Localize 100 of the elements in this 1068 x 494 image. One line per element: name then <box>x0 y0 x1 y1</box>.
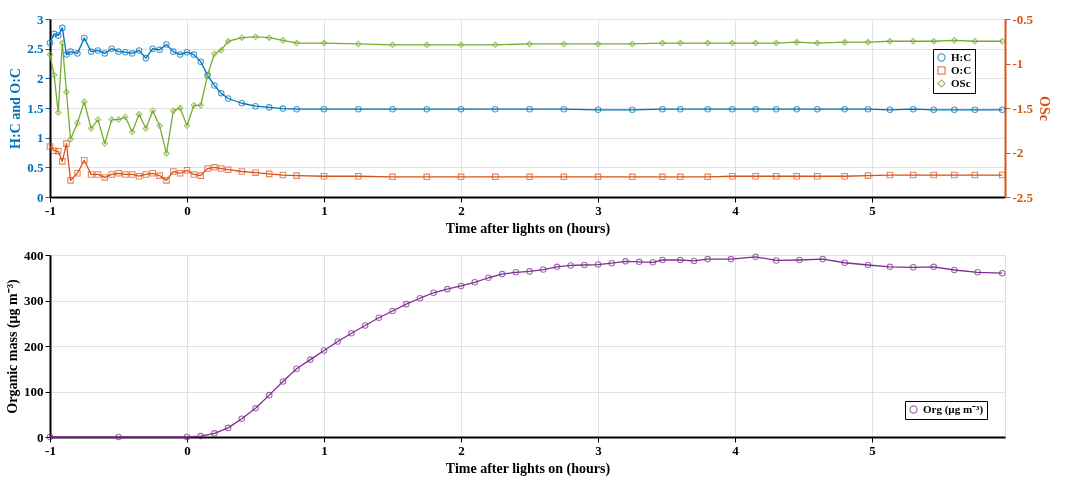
point <box>197 172 205 179</box>
point <box>94 116 102 123</box>
point <box>80 156 88 164</box>
point <box>796 256 803 264</box>
point <box>87 171 95 178</box>
point <box>54 109 62 116</box>
point <box>909 171 917 179</box>
point <box>142 125 150 132</box>
point <box>704 105 711 113</box>
y2-tick-label: -1.5 <box>1012 100 1034 116</box>
y-tick-label: 2.5 <box>27 41 44 57</box>
point <box>59 39 66 47</box>
point <box>320 39 328 47</box>
point <box>886 263 894 271</box>
point <box>80 98 88 106</box>
y2-axis-title: OSc <box>1037 96 1053 121</box>
x-tick-label: 5 <box>869 202 877 218</box>
point <box>772 172 780 180</box>
x-tick-label: 0 <box>184 442 191 458</box>
x-tick-label: -1 <box>45 442 56 458</box>
point <box>974 269 981 276</box>
point <box>197 58 205 65</box>
point <box>998 37 1006 45</box>
x-tick-label: 4 <box>732 202 740 218</box>
point <box>279 171 287 179</box>
point <box>190 171 198 178</box>
point <box>676 39 684 47</box>
point <box>676 105 684 113</box>
x-tick-label: 2 <box>458 442 465 458</box>
point <box>108 171 115 178</box>
point <box>142 54 150 62</box>
point <box>122 48 129 56</box>
y2-tick-label: -0.5 <box>1012 11 1034 27</box>
point <box>389 173 396 181</box>
point <box>80 34 88 42</box>
point <box>238 34 246 41</box>
point <box>971 106 979 114</box>
point <box>122 113 129 121</box>
point <box>814 172 821 180</box>
point <box>59 24 66 32</box>
legend-label: OSc <box>951 76 971 89</box>
x-tick-label: 4 <box>732 442 740 458</box>
point <box>471 279 479 286</box>
x-tick-label: 5 <box>869 442 877 458</box>
point <box>727 255 735 263</box>
point <box>526 105 533 113</box>
point <box>560 105 568 113</box>
y-tick-label: 0 <box>37 189 44 205</box>
point <box>375 314 383 322</box>
x-tick-label: 2 <box>458 202 465 218</box>
x-axis-title: Time after lights on (hours) <box>445 460 611 477</box>
point <box>46 51 54 58</box>
point <box>183 433 191 441</box>
point <box>176 51 184 58</box>
point <box>149 45 157 52</box>
point <box>108 45 115 52</box>
point <box>74 119 81 127</box>
point <box>238 415 246 423</box>
point <box>819 255 827 263</box>
point <box>492 173 499 181</box>
point <box>560 173 568 181</box>
point <box>293 172 300 179</box>
point <box>594 261 602 268</box>
point <box>629 106 636 114</box>
point <box>265 104 273 111</box>
point <box>704 255 711 263</box>
point <box>67 135 74 143</box>
point <box>176 169 184 177</box>
x-tick-label: -1 <box>45 202 56 218</box>
point <box>293 39 300 47</box>
point <box>135 47 143 54</box>
point <box>704 173 711 181</box>
point <box>841 172 848 180</box>
point <box>622 258 629 265</box>
point <box>793 38 801 46</box>
point <box>659 256 666 264</box>
point <box>909 264 917 271</box>
point <box>46 143 54 150</box>
y-tick-label: 0 <box>37 429 44 445</box>
point <box>389 41 396 49</box>
point <box>197 432 205 440</box>
point <box>211 50 218 57</box>
point <box>50 71 58 79</box>
point <box>659 39 666 47</box>
point <box>752 39 759 47</box>
point <box>539 266 547 273</box>
point <box>659 105 666 113</box>
y-axis-title: Organic mass (µg m⁻³) <box>5 279 21 414</box>
point <box>909 37 917 45</box>
point <box>553 263 561 271</box>
point <box>101 50 109 57</box>
point <box>909 105 917 113</box>
point <box>320 347 328 354</box>
point <box>635 258 643 266</box>
point <box>115 116 122 123</box>
point <box>108 116 115 123</box>
point <box>951 106 958 114</box>
point <box>183 167 191 174</box>
point <box>149 107 157 114</box>
point <box>94 171 102 178</box>
